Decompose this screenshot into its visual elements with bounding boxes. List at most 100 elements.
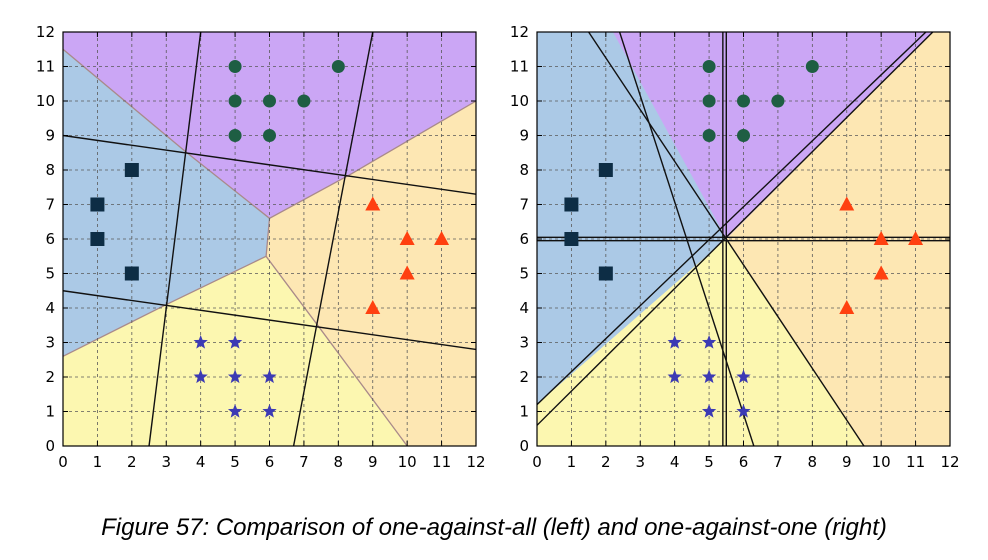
decision-boundary-line <box>148 32 202 446</box>
y-tick-label: 3 <box>519 334 529 352</box>
x-tick-label: 5 <box>230 453 240 471</box>
data-point-star <box>667 335 682 349</box>
x-tick-label: 4 <box>196 453 206 471</box>
data-point-circle <box>737 129 750 142</box>
data-point-star <box>667 369 682 384</box>
data-point-circle <box>263 129 276 142</box>
data-point-star <box>701 369 717 384</box>
data-point-triangle <box>839 196 855 211</box>
x-tick-label: 6 <box>265 453 275 471</box>
y-tick-label: 7 <box>45 196 55 214</box>
data-point-star <box>193 369 208 384</box>
y-tick-label: 0 <box>519 437 529 455</box>
y-tick-label: 5 <box>519 265 529 283</box>
data-point-circle <box>228 60 242 73</box>
data-point-circle <box>228 129 242 142</box>
data-point-star <box>701 404 717 418</box>
y-tick-label: 6 <box>45 230 55 248</box>
x-tick-label: 0 <box>58 453 68 471</box>
x-tick-label: 11 <box>906 453 925 471</box>
decision-boundary-line <box>537 32 934 426</box>
data-point-triangle <box>365 300 381 314</box>
x-tick-label: 1 <box>93 453 103 471</box>
figure-caption: Figure 57: Comparison of one-against-all… <box>101 514 887 541</box>
data-point-triangle <box>873 265 889 280</box>
data-point-star <box>227 369 243 384</box>
x-tick-label: 12 <box>466 453 485 471</box>
data-point-circle <box>805 60 819 73</box>
data-point-circle <box>702 129 716 142</box>
y-tick-label: 5 <box>45 265 55 283</box>
y-tick-label: 11 <box>510 58 529 76</box>
x-tick-label: 5 <box>704 453 714 471</box>
data-point-circle <box>737 94 750 108</box>
data-point-circle <box>702 60 716 73</box>
data-point-circle <box>263 94 276 108</box>
data-point-triangle <box>434 231 450 245</box>
data-point-circle <box>297 94 311 108</box>
data-point-square <box>124 266 139 281</box>
data-point-triangle <box>365 196 381 211</box>
x-tick-label: 2 <box>601 453 611 471</box>
y-tick-label: 0 <box>45 437 55 455</box>
x-tick-label: 8 <box>334 453 344 471</box>
data-point-triangle <box>873 231 889 245</box>
data-point-circle <box>228 94 242 108</box>
x-tick-label: 3 <box>635 453 645 471</box>
data-point-square <box>598 163 613 177</box>
y-tick-label: 12 <box>510 23 529 41</box>
data-point-triangle <box>908 231 924 245</box>
data-point-square <box>124 163 139 177</box>
y-tick-label: 7 <box>519 196 529 214</box>
x-tick-label: 8 <box>808 453 818 471</box>
y-tick-label: 10 <box>510 92 529 110</box>
y-tick-label: 4 <box>45 299 55 317</box>
plot-area <box>63 32 476 446</box>
y-tick-label: 1 <box>519 403 529 421</box>
x-tick-label: 10 <box>398 453 417 471</box>
decision-boundary-line <box>292 32 374 446</box>
x-tick-label: 2 <box>127 453 137 471</box>
x-tick-label: 12 <box>940 453 959 471</box>
x-tick-label: 11 <box>432 453 451 471</box>
data-point-star <box>736 404 751 418</box>
data-point-star <box>736 369 751 384</box>
data-point-star <box>262 404 277 418</box>
data-point-star <box>193 335 208 349</box>
y-tick-label: 2 <box>45 368 55 386</box>
x-tick-label: 10 <box>872 453 891 471</box>
decision-boundary-line <box>63 290 476 351</box>
data-point-circle <box>771 94 785 108</box>
y-tick-label: 4 <box>519 299 529 317</box>
x-tick-label: 7 <box>299 453 309 471</box>
decision-boundary-line <box>63 134 476 195</box>
decision-boundary-line <box>588 32 865 446</box>
data-point-star <box>701 335 717 349</box>
y-tick-label: 10 <box>36 92 55 110</box>
x-tick-label: 4 <box>670 453 680 471</box>
y-tick-label: 9 <box>519 127 529 145</box>
data-point-square <box>598 266 613 281</box>
data-point-star <box>262 369 277 384</box>
data-point-star <box>227 404 243 418</box>
x-tick-label: 3 <box>161 453 171 471</box>
plot-area <box>537 32 950 446</box>
x-tick-label: 1 <box>567 453 577 471</box>
data-point-square <box>564 232 579 246</box>
x-tick-label: 6 <box>739 453 749 471</box>
data-point-square <box>90 197 105 212</box>
y-tick-label: 8 <box>519 161 529 179</box>
data-point-triangle <box>399 265 415 280</box>
x-tick-label: 0 <box>532 453 542 471</box>
data-point-square <box>90 232 105 246</box>
data-point-star <box>227 335 243 349</box>
y-tick-label: 12 <box>36 23 55 41</box>
y-tick-label: 6 <box>519 230 529 248</box>
y-tick-label: 3 <box>45 334 55 352</box>
y-tick-label: 2 <box>519 368 529 386</box>
x-tick-label: 9 <box>368 453 378 471</box>
decision-boundary-line <box>537 32 927 406</box>
